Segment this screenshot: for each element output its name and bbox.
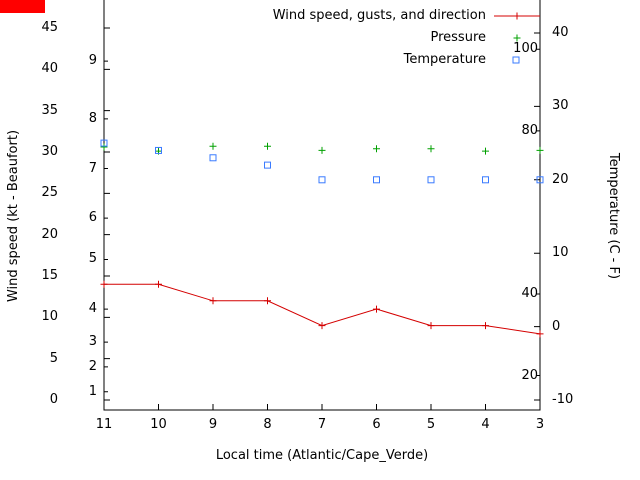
beaufort-tick-label: 8 <box>88 110 97 126</box>
legend-temperature-marker <box>512 56 520 64</box>
series-2-marker <box>100 139 108 147</box>
x-axis-tick-label: 9 <box>208 417 218 432</box>
left-axis-title: Wind speed (kt - Beaufort) <box>6 129 21 303</box>
legend-wind-marker <box>513 12 521 20</box>
x-axis-tick-label: 4 <box>481 417 490 432</box>
series-2-marker <box>209 154 217 162</box>
right-axis-tick-label: 40 <box>552 25 569 40</box>
left-axis-tick-label: 45 <box>41 20 58 35</box>
beaufort-tick-label: 6 <box>88 210 97 226</box>
series-0-marker <box>318 322 326 330</box>
beaufort-tick-label: 5 <box>88 251 97 267</box>
left-axis-tick-label: 25 <box>41 185 58 201</box>
fahrenheit-tick-label: 20 <box>521 367 538 383</box>
legend-pressure-marker <box>513 34 521 42</box>
beaufort-tick-label: 9 <box>88 53 97 69</box>
series-0-marker <box>264 297 271 305</box>
series-2-marker <box>264 161 271 169</box>
beaufort-tick-label: 3 <box>88 334 97 350</box>
series-1-marker <box>536 146 544 154</box>
beaufort-tick-label: 1 <box>88 383 97 399</box>
right-axis-tick-label: 10 <box>552 245 569 261</box>
series-0-marker <box>373 305 380 313</box>
right-axis-tick-label: 30 <box>552 98 569 114</box>
series-0-marker <box>155 280 162 288</box>
series-1-marker <box>482 147 489 155</box>
x-axis-tick-label: 11 <box>95 417 113 432</box>
left-axis-tick-label: 20 <box>41 226 58 242</box>
series-2-marker <box>373 176 380 184</box>
legend-temperature-label: Temperature <box>403 52 486 67</box>
series-0-marker <box>209 297 217 305</box>
series-1-marker <box>373 145 380 153</box>
beaufort-tick-label: 2 <box>88 358 97 374</box>
series-0-marker <box>427 322 435 330</box>
series-1-marker <box>264 142 271 150</box>
series-2-marker <box>482 176 489 184</box>
series-1-marker <box>427 145 435 153</box>
fahrenheit-tick-label: 100 <box>513 41 538 57</box>
series-1-marker <box>100 143 108 151</box>
legend-pressure-label: Pressure <box>430 30 486 45</box>
top-left-red-box <box>0 0 45 13</box>
right-axis-title: Temperature (C - F) <box>606 152 621 280</box>
x-axis-tick-label: 10 <box>150 417 167 432</box>
series-0-marker <box>536 330 544 338</box>
left-axis-tick-label: 0 <box>49 392 58 407</box>
series-1-marker <box>318 146 326 154</box>
legend-wind-label: Wind speed, gusts, and direction <box>272 8 486 23</box>
x-axis-tick-label: 5 <box>426 417 436 432</box>
right-axis-tick-label: -10 <box>552 392 574 407</box>
beaufort-tick-label: 4 <box>88 301 97 317</box>
axis-ticks <box>103 27 541 410</box>
x-axis-title: Local time (Atlantic/Cape_Verde) <box>215 448 429 463</box>
left-axis-tick-label: 35 <box>41 102 58 118</box>
left-axis-tick-label: 15 <box>41 268 58 283</box>
series-0-marker <box>482 322 489 330</box>
series-1-marker <box>209 142 217 150</box>
left-axis-tick-label: 40 <box>41 61 58 77</box>
right-axis-tick-label: 0 <box>552 318 561 334</box>
x-axis-tick-label: 3 <box>535 417 545 432</box>
series-2-marker <box>427 176 435 184</box>
series-2-marker <box>318 176 326 184</box>
left-axis-tick-label: 30 <box>41 144 58 159</box>
left-axis-tick-label: 5 <box>49 350 58 366</box>
series-2-marker <box>536 176 544 184</box>
x-axis-tick-label: 8 <box>263 417 272 432</box>
right-axis-tick-label: 20 <box>552 171 569 187</box>
x-axis-tick-label: 7 <box>317 417 327 432</box>
fahrenheit-tick-label: 40 <box>521 285 538 301</box>
left-axis-tick-label: 10 <box>41 309 58 325</box>
x-axis-tick-label: 6 <box>372 417 381 432</box>
series-0-marker <box>100 280 108 288</box>
series-2-marker <box>155 146 162 154</box>
beaufort-tick-label: 7 <box>88 160 97 176</box>
fahrenheit-tick-label: 80 <box>521 122 538 138</box>
